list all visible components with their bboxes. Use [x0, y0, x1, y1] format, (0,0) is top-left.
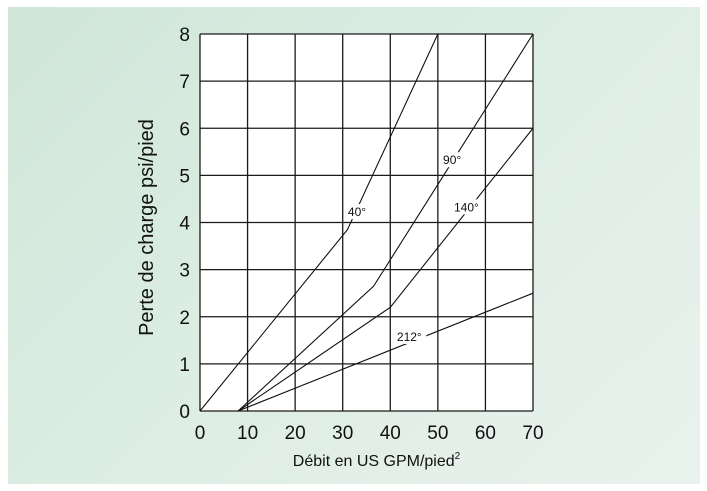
series-label-background — [449, 199, 484, 215]
chart: 40° 90° 140° 212° 0 10 20 30 40 50 60 70 0 1 2 3 4 5 6 7 8… — [136, 25, 544, 470]
series-label: 212° — [397, 330, 422, 344]
grid — [199, 33, 534, 412]
y-axis-title: Perte de charge psi/pied — [136, 119, 158, 336]
y-tick-label: 0 — [179, 402, 190, 423]
y-tick-label: 6 — [179, 119, 190, 140]
x-tick-label: 20 — [285, 423, 306, 444]
curve-labels: 40° 90° 140° 212° — [343, 152, 484, 344]
x-tick-label: 70 — [522, 423, 543, 444]
y-tick-label: 8 — [179, 25, 190, 46]
x-axis-title-superscript: 2 — [455, 451, 461, 462]
x-tick-label: 50 — [427, 423, 448, 444]
x-tick-label: 60 — [475, 423, 496, 444]
y-tick-labels: 0 1 2 3 4 5 6 7 8 — [179, 25, 190, 423]
y-tick-label: 4 — [179, 214, 190, 235]
x-tick-label: 0 — [195, 423, 206, 444]
x-tick-label: 10 — [237, 423, 258, 444]
series-label: 90° — [443, 153, 461, 167]
x-axis-title: Débit en US GPM/pied2 — [293, 451, 461, 470]
series-group — [199, 33, 534, 412]
y-tick-label: 1 — [179, 355, 190, 376]
x-tick-labels: 0 10 20 30 40 50 60 70 — [195, 423, 544, 444]
series-label-background — [392, 328, 427, 344]
chart-panel: 40° 90° 140° 212° 0 10 20 30 40 50 60 70 0 1 2 3 4 5 6 7 8… — [8, 7, 700, 484]
series-label-background — [438, 152, 466, 168]
y-tick-label: 5 — [179, 166, 190, 187]
series-line — [237, 292, 534, 412]
series-label: 140° — [454, 200, 479, 214]
series-label-background — [343, 204, 371, 220]
y-tick-label: 7 — [179, 72, 190, 93]
series-line — [237, 127, 534, 412]
series-label: 40° — [348, 205, 366, 219]
series-line — [199, 33, 439, 412]
y-tick-label: 2 — [179, 308, 190, 329]
x-tick-label: 40 — [380, 423, 401, 444]
x-tick-label: 30 — [332, 423, 353, 444]
y-tick-label: 3 — [179, 261, 190, 282]
x-axis-title-text: Débit en US GPM/pied — [293, 453, 455, 470]
series-line — [237, 33, 534, 412]
